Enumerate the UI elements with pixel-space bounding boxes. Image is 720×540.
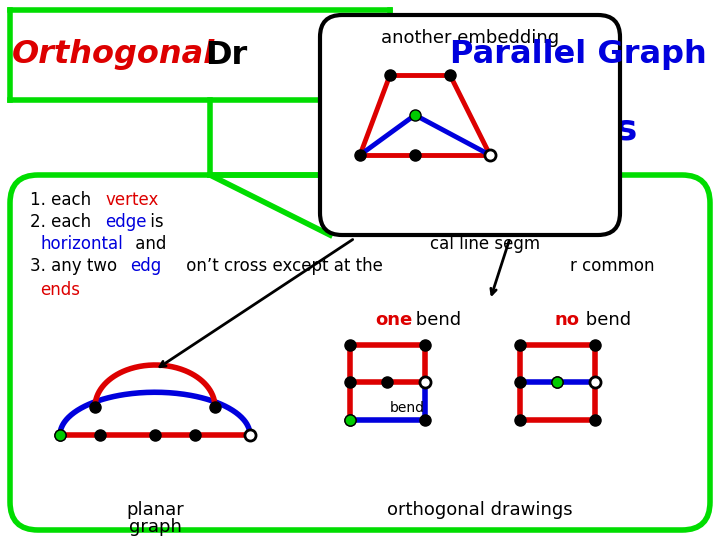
Text: and: and <box>130 235 166 253</box>
Text: edg: edg <box>130 257 161 275</box>
Text: one: one <box>375 311 413 329</box>
Bar <box>10 10 390 100</box>
Text: orthogonal drawings: orthogonal drawings <box>387 501 573 519</box>
Text: planar: planar <box>126 501 184 519</box>
Text: r common: r common <box>570 257 654 275</box>
Text: no: no <box>555 311 580 329</box>
Text: 2. each: 2. each <box>30 213 96 231</box>
Text: cal line segm: cal line segm <box>430 235 540 253</box>
Text: Orthogonal: Orthogonal <box>12 39 215 71</box>
Text: another embedding: another embedding <box>381 29 559 47</box>
Text: edge: edge <box>105 213 146 231</box>
Text: ds: ds <box>590 113 637 147</box>
Text: Parallel Graph: Parallel Graph <box>450 39 707 71</box>
Text: alternate: alternate <box>490 213 565 231</box>
Text: 3. any two: 3. any two <box>30 257 122 275</box>
Text: bend: bend <box>410 311 461 329</box>
Text: vertex: vertex <box>105 191 158 209</box>
Text: horizontal: horizontal <box>40 235 122 253</box>
Text: graph: graph <box>129 518 181 536</box>
FancyBboxPatch shape <box>10 175 710 530</box>
Text: bend: bend <box>580 311 631 329</box>
FancyBboxPatch shape <box>320 15 620 235</box>
Text: 1. each: 1. each <box>30 191 96 209</box>
Text: on’t cross except at the: on’t cross except at the <box>160 257 383 275</box>
Text: is: is <box>145 213 163 231</box>
Text: Dr: Dr <box>205 39 247 71</box>
Text: ends: ends <box>40 281 80 299</box>
Text: bend: bend <box>390 401 425 415</box>
